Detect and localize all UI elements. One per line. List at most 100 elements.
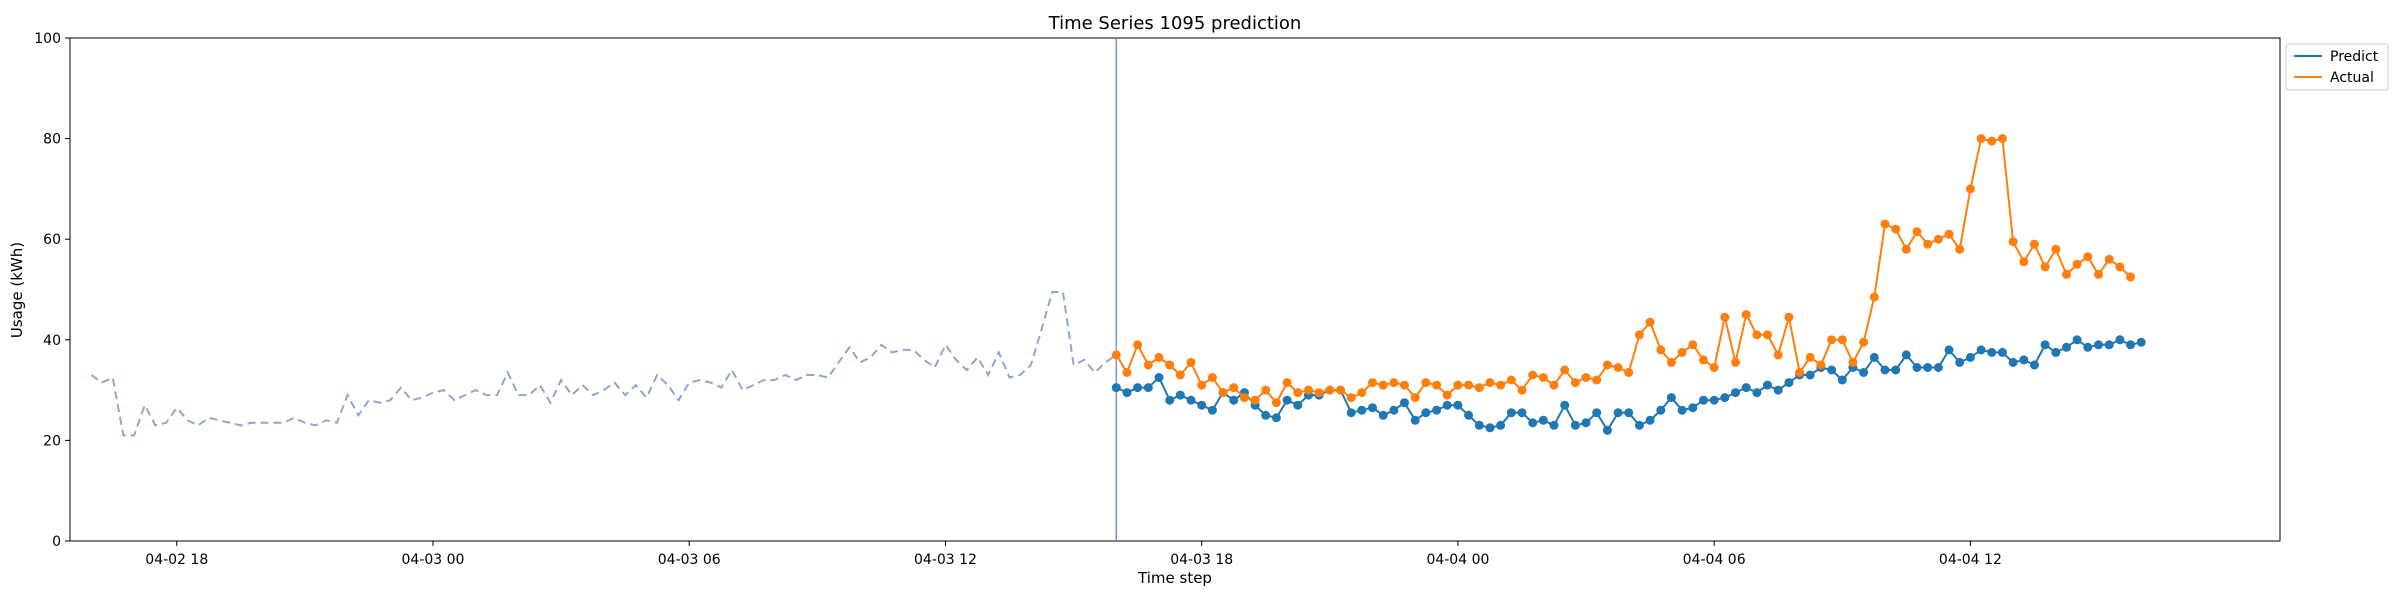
y-tick-label: 80 bbox=[43, 132, 61, 148]
actual-point bbox=[1848, 357, 1858, 367]
actual-point bbox=[1271, 398, 1281, 408]
predict-point bbox=[1976, 345, 1986, 355]
actual-point bbox=[1239, 393, 1249, 403]
predict-point bbox=[1464, 410, 1474, 420]
actual-point bbox=[1741, 310, 1751, 320]
predict-point bbox=[1987, 347, 1997, 357]
actual-point bbox=[1784, 312, 1794, 322]
predict-point bbox=[1186, 395, 1196, 405]
predict-point bbox=[1282, 395, 1292, 405]
actual-point bbox=[1282, 378, 1292, 388]
actual-point bbox=[1506, 375, 1516, 385]
x-axis: 04-02 18 04-03 00 04-03 06 04-03 12 04-03 18… bbox=[145, 541, 2002, 568]
predict-point bbox=[1346, 408, 1356, 418]
actual-point bbox=[1336, 385, 1345, 395]
predict-point bbox=[1592, 408, 1602, 418]
predict-point bbox=[1880, 365, 1890, 375]
actual-point bbox=[2126, 272, 2135, 282]
y-axis-title: Usage (kWh) bbox=[8, 242, 26, 338]
actual-point bbox=[1752, 330, 1762, 340]
predict-point bbox=[1763, 380, 1772, 390]
actual-point bbox=[1453, 380, 1463, 390]
predict-point bbox=[2072, 335, 2082, 345]
actual-point bbox=[1624, 368, 1634, 377]
legend: Predict Actual bbox=[2285, 43, 2389, 91]
predict-point bbox=[1560, 400, 1570, 410]
actual-point bbox=[1731, 357, 1740, 367]
predict-point bbox=[1634, 420, 1644, 430]
legend-label-actual: Actual bbox=[2330, 70, 2374, 86]
actual-point bbox=[1933, 234, 1943, 244]
actual-point bbox=[1987, 136, 1997, 146]
actual-point bbox=[1944, 229, 1954, 239]
actual-point bbox=[1218, 388, 1228, 398]
actual-point bbox=[1368, 378, 1377, 388]
predict-point bbox=[1133, 383, 1143, 393]
actual-line bbox=[1115, 137, 2132, 405]
predict-point bbox=[2115, 335, 2125, 345]
predict-point bbox=[1624, 408, 1634, 418]
actual-point bbox=[1997, 134, 2007, 144]
predict-point bbox=[1175, 390, 1185, 400]
actual-point bbox=[1143, 360, 1153, 370]
predict-point bbox=[1197, 400, 1207, 410]
predict-point bbox=[1752, 388, 1762, 398]
y-axis: 0 20 40 60 80 100 bbox=[34, 31, 70, 550]
actual-point bbox=[1293, 388, 1303, 398]
predict-point bbox=[1442, 400, 1452, 410]
actual-point bbox=[1261, 385, 1271, 395]
predict-point bbox=[1912, 363, 1922, 372]
actual-point bbox=[1859, 337, 1869, 347]
actual-point bbox=[1570, 378, 1580, 388]
predict-point bbox=[1891, 365, 1901, 375]
actual-point bbox=[1250, 395, 1260, 405]
y-tick-label: 60 bbox=[43, 232, 61, 248]
actual-point bbox=[2072, 259, 2082, 269]
actual-point bbox=[1816, 360, 1826, 370]
predict-point bbox=[1410, 415, 1420, 425]
x-tick-label: 04-04 00 bbox=[1426, 552, 1489, 568]
predict-point bbox=[1645, 415, 1655, 425]
predict-point bbox=[1122, 388, 1132, 398]
actual-point bbox=[1122, 368, 1132, 377]
x-tick-label: 04-03 12 bbox=[914, 552, 977, 568]
predict-point bbox=[1517, 408, 1527, 418]
actual-point bbox=[1581, 373, 1591, 382]
actual-point bbox=[1955, 244, 1965, 254]
predict-point bbox=[1111, 383, 1121, 393]
predict-point bbox=[1923, 363, 1933, 372]
actual-point bbox=[1645, 317, 1655, 327]
predict-point bbox=[2062, 342, 2071, 352]
predict-point bbox=[1293, 400, 1303, 410]
predict-point bbox=[1602, 425, 1612, 435]
x-tick-label: 04-03 06 bbox=[658, 552, 721, 568]
actual-point bbox=[2083, 252, 2093, 262]
predict-point bbox=[1688, 403, 1698, 413]
actual-point bbox=[1378, 380, 1388, 390]
predict-point bbox=[1432, 405, 1442, 415]
actual-point bbox=[1175, 370, 1185, 380]
actual-point bbox=[2040, 262, 2050, 272]
actual-point bbox=[2062, 269, 2071, 279]
actual-point bbox=[1773, 350, 1783, 360]
actual-point bbox=[1517, 385, 1527, 395]
predict-point bbox=[1837, 375, 1847, 385]
predict-point bbox=[1570, 420, 1580, 430]
actual-point bbox=[1827, 335, 1837, 345]
predict-point bbox=[1720, 393, 1730, 403]
predict-point bbox=[1143, 383, 1153, 393]
actual-point bbox=[1912, 227, 1922, 237]
actual-point bbox=[1560, 365, 1570, 375]
predict-point bbox=[1357, 405, 1367, 415]
actual-point bbox=[2104, 254, 2114, 264]
actual-point bbox=[1538, 373, 1548, 382]
predict-point bbox=[1207, 405, 1217, 415]
y-tick-label: 20 bbox=[43, 433, 61, 449]
actual-point bbox=[1304, 385, 1313, 395]
actual-point bbox=[1965, 184, 1975, 194]
actual-point bbox=[1613, 363, 1623, 372]
actual-point bbox=[1656, 345, 1666, 355]
actual-point bbox=[1901, 244, 1911, 254]
predict-point bbox=[1229, 395, 1239, 405]
